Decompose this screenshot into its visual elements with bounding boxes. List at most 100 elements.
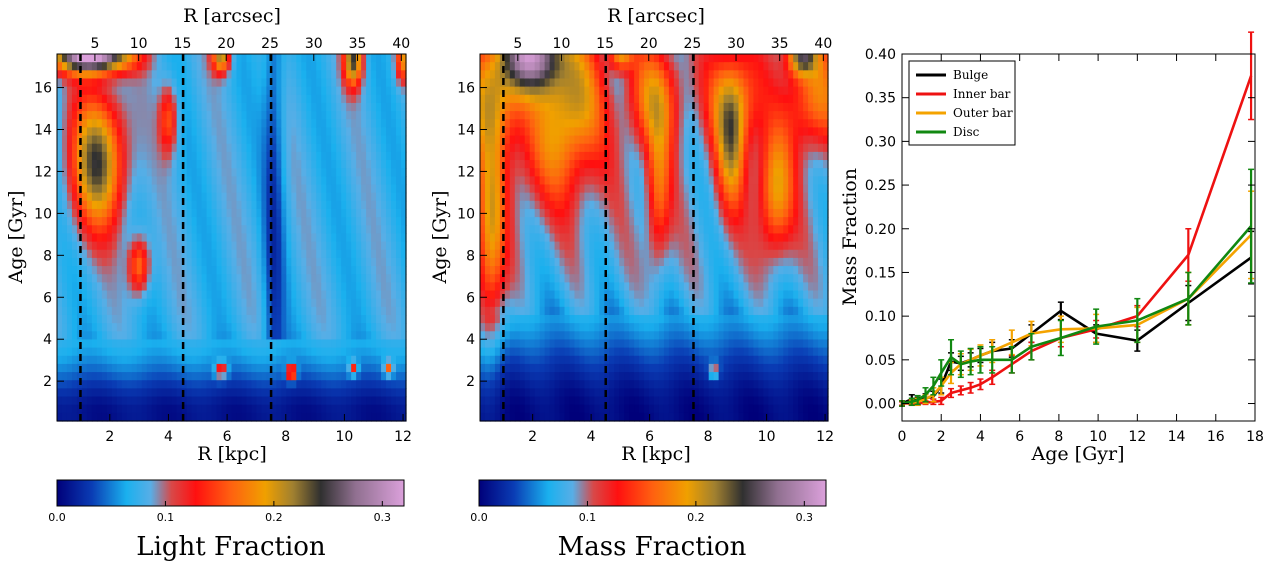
light-cell <box>336 160 342 169</box>
light-cell <box>301 160 307 169</box>
light-cell <box>101 119 108 128</box>
light-cell <box>236 54 243 63</box>
light-cell <box>261 102 267 112</box>
light-cell <box>176 102 183 112</box>
light-cell <box>336 266 342 275</box>
light-cell <box>116 200 123 210</box>
mass-cell <box>668 372 675 381</box>
mass-cell <box>658 290 665 300</box>
light-cell <box>321 176 327 186</box>
mass-cell <box>654 380 660 389</box>
light-cell <box>296 404 302 414</box>
light-cell <box>386 208 392 218</box>
light-cell <box>401 94 407 104</box>
top-x-tick-label: 10 <box>130 36 148 52</box>
light-cell <box>226 331 233 341</box>
light-cell <box>321 160 327 169</box>
light-cell <box>341 168 347 177</box>
light-cell <box>181 323 188 332</box>
light-cell <box>131 290 138 300</box>
light-cell <box>106 176 113 186</box>
light-cell <box>81 339 88 349</box>
light-cell <box>236 192 243 202</box>
mass-cell <box>624 404 630 414</box>
light-cell <box>136 127 143 137</box>
light-cell <box>221 339 228 349</box>
light-cell <box>161 54 168 63</box>
light-cell <box>186 217 193 226</box>
light-cell <box>196 266 203 275</box>
light-cell <box>286 363 292 373</box>
mass-cell <box>658 111 665 120</box>
light-cell <box>116 86 123 96</box>
mass-cell <box>644 143 650 153</box>
light-cell <box>226 168 233 177</box>
light-cell <box>301 404 307 414</box>
mass-cell <box>663 323 670 332</box>
light-cell <box>316 94 322 104</box>
mass-cell <box>579 339 585 349</box>
light-cell <box>111 241 118 251</box>
mass-cell <box>519 151 526 161</box>
light-cell <box>381 135 387 145</box>
light-cell <box>66 94 73 104</box>
light-cell <box>81 78 88 88</box>
mass-cell <box>589 168 595 177</box>
light-cell <box>141 78 148 88</box>
light-cell <box>121 217 128 226</box>
mass-cell <box>559 135 566 145</box>
mass-cell <box>480 412 486 422</box>
light-cell <box>321 217 327 226</box>
mass-cell <box>554 151 561 161</box>
mass-cell <box>549 290 556 300</box>
light-cell <box>86 266 93 275</box>
light-cell <box>361 127 367 137</box>
light-cell <box>386 78 392 88</box>
light-cell <box>96 355 103 365</box>
light-cell <box>311 249 317 259</box>
light-cell <box>186 94 193 104</box>
light-cell <box>216 306 223 316</box>
light-cell <box>176 372 183 381</box>
mass-cell <box>663 249 670 259</box>
light-cell <box>86 355 93 365</box>
mass-cell <box>619 323 625 332</box>
mass-cell <box>619 290 625 300</box>
light-cell <box>146 249 153 259</box>
light-cell <box>346 331 352 341</box>
mass-cell <box>609 396 615 406</box>
light-cell <box>311 62 317 71</box>
light-cell <box>231 78 238 88</box>
light-cell <box>291 257 297 267</box>
light-cell <box>306 217 312 226</box>
mass-cell <box>663 208 670 218</box>
light-cell <box>116 355 123 365</box>
light-cell <box>201 306 208 316</box>
mass-cell <box>663 192 670 202</box>
light-cell <box>196 143 203 153</box>
light-cell <box>366 54 372 63</box>
light-cell <box>196 404 203 414</box>
mass-cell <box>609 339 615 349</box>
light-cell <box>341 233 347 243</box>
light-cell <box>216 54 223 63</box>
light-cell <box>286 127 292 137</box>
light-cell <box>376 86 382 96</box>
light-cell <box>346 127 352 137</box>
light-cell <box>316 298 322 308</box>
light-cell <box>266 111 272 120</box>
light-cell <box>296 94 302 104</box>
light-cell <box>161 184 168 194</box>
mass-cell <box>494 282 501 292</box>
mass-cell <box>509 396 516 406</box>
light-cell <box>121 233 128 243</box>
mass-cell <box>574 241 581 251</box>
mass-cell <box>649 412 655 422</box>
light-cell <box>191 372 198 381</box>
light-cell <box>66 388 73 398</box>
light-cell <box>141 388 148 398</box>
light-cell <box>316 404 322 414</box>
mass-cell <box>658 135 665 145</box>
light-cell <box>351 160 357 169</box>
light-cell <box>186 274 193 283</box>
